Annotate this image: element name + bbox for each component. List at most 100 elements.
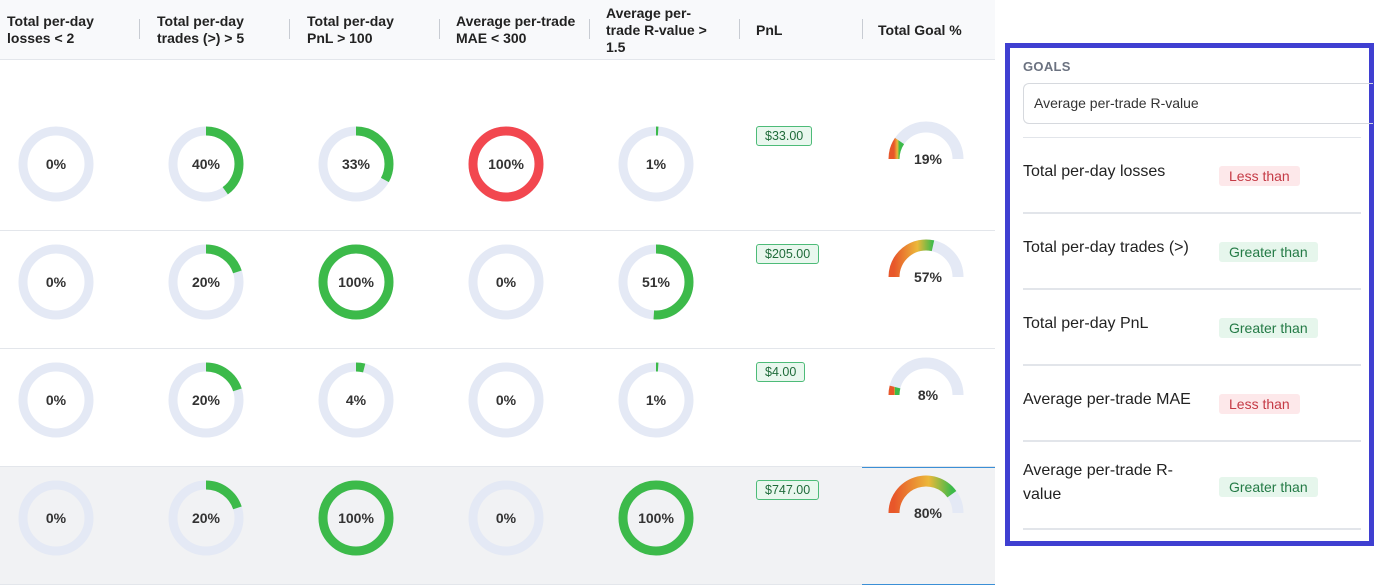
table-row[interactable]: 0% 20% 4% 0% 1% 8% $4.00 (0, 349, 995, 467)
donut-label: 40% (192, 156, 221, 172)
table-row[interactable]: 0% 20% 100% 0% 51% 57% $205.00 (0, 231, 995, 349)
table-row[interactable]: 0% 20% 100% 0% 100% 80% $747.00 (0, 467, 995, 585)
row-charts: 0% 20% 4% 0% 1% 8% (18, 357, 964, 438)
col-separator[interactable] (289, 19, 290, 39)
gauge-progress (888, 385, 901, 396)
goal-divider (1023, 528, 1361, 530)
goal-donut: 20% (168, 480, 244, 556)
donut-track (18, 480, 94, 556)
col-separator[interactable] (439, 19, 440, 39)
donut-progress (618, 480, 694, 556)
total-goal-gauge: 57% (888, 239, 964, 285)
pnl-badge: $33.00 (756, 126, 813, 146)
donut-track (468, 362, 544, 438)
goal-item-rvalue-operator[interactable]: Greater than (1219, 477, 1318, 497)
goal-donut: 20% (168, 362, 244, 438)
donut-track (18, 362, 94, 438)
goal-donut: 51% (618, 244, 694, 320)
total-goal-gauge: 19% (888, 121, 964, 167)
goal-donut: 1% (618, 362, 694, 438)
donut-progress (468, 126, 544, 202)
goal-item-rvalue-name: Average per-trade R-value (1023, 462, 1173, 503)
goal-donut: 20% (168, 244, 244, 320)
donut-label: 1% (646, 392, 667, 408)
goal-item-pnl-operator[interactable]: Greater than (1219, 318, 1318, 338)
col-total-goal-header[interactable]: Total Goal % (878, 21, 962, 38)
col-mae-header[interactable]: Average per-trade MAE < 300 (456, 13, 576, 46)
goal-donut: 100% (468, 126, 544, 202)
donut-label: 20% (192, 392, 221, 408)
gauge-label: 8% (918, 387, 939, 403)
col-rvalue-header[interactable]: Average per-trade R-value > 1.5 (606, 4, 707, 55)
col-trades-header[interactable]: Total per-day trades (>) > 5 (157, 13, 245, 46)
goal-donut: 100% (618, 480, 694, 556)
col-separator[interactable] (139, 19, 140, 39)
goal-divider (1023, 440, 1361, 442)
table-row[interactable]: 0% 40% 33% 100% 1% 19% $33.00 (0, 113, 995, 231)
donut-label: 0% (496, 510, 517, 526)
goals-table: Total per-day losses < 2 Total per-day t… (0, 0, 995, 585)
goal-item-mae-operator[interactable]: Less than (1219, 394, 1300, 414)
donut-progress (618, 126, 694, 202)
goal-item-mae-name: Average per-trade MAE (1023, 391, 1191, 408)
pnl-badge: $747.00 (756, 480, 820, 500)
donut-progress (318, 126, 394, 202)
gauge-label: 19% (914, 151, 943, 167)
col-pnl-header[interactable]: PnL (756, 21, 783, 38)
selection-border (862, 467, 995, 468)
goal-donut: 0% (468, 362, 544, 438)
goal-item-trades-operator[interactable]: Greater than (1219, 242, 1318, 262)
goal-divider (1023, 137, 1361, 138)
donut-progress (618, 244, 694, 320)
goal-item-trades-name: Total per-day trades (>) (1023, 239, 1189, 256)
goal-donut: 0% (18, 362, 94, 438)
donut-label: 20% (192, 510, 221, 526)
donut-progress (168, 244, 244, 320)
goal-donut: 40% (168, 126, 244, 202)
donut-progress (168, 126, 244, 202)
donut-label: 20% (192, 274, 221, 290)
donut-progress (318, 244, 394, 320)
total-goal-gauge: 8% (888, 357, 964, 403)
donut-progress (618, 362, 694, 438)
col-separator[interactable] (589, 19, 590, 39)
donut-track (18, 244, 94, 320)
goal-donut: 0% (468, 244, 544, 320)
row-charts: 0% 20% 100% 0% 51% 57% (18, 239, 964, 320)
goal-donut: 33% (318, 126, 394, 202)
goal-donut: 0% (18, 126, 94, 202)
gauge-progress (888, 475, 957, 514)
donut-label: 0% (46, 510, 67, 526)
donut-progress (168, 480, 244, 556)
donut-track (468, 480, 544, 556)
col-losses-header[interactable]: Total per-day losses < 2 (7, 13, 94, 46)
donut-label: 0% (46, 156, 67, 172)
donut-track (468, 244, 544, 320)
donut-label: 100% (338, 510, 374, 526)
goal-divider (1023, 364, 1361, 366)
goal-donut: 0% (18, 480, 94, 556)
goal-donut: 0% (468, 480, 544, 556)
goal-item-losses-operator[interactable]: Less than (1219, 166, 1300, 186)
table-header: Total per-day losses < 2 Total per-day t… (0, 0, 995, 60)
donut-label: 0% (496, 274, 517, 290)
gauge-progress (888, 137, 905, 160)
donut-progress (318, 480, 394, 556)
donut-label: 33% (342, 156, 371, 172)
col-separator[interactable] (739, 19, 740, 39)
goal-select[interactable]: Average per-trade R-value (1023, 83, 1373, 124)
gauge-label: 80% (914, 505, 943, 521)
donut-label: 1% (646, 156, 667, 172)
goal-divider (1023, 288, 1361, 290)
goal-item-pnl-name: Total per-day PnL (1023, 315, 1149, 332)
pnl-badge: $4.00 (756, 362, 806, 382)
goal-donut: 0% (18, 244, 94, 320)
donut-track (18, 126, 94, 202)
col-pnl-goal-header[interactable]: Total per-day PnL > 100 (307, 13, 394, 46)
donut-label: 100% (638, 510, 674, 526)
donut-label: 100% (338, 274, 374, 290)
col-separator[interactable] (862, 19, 863, 39)
row-charts: 0% 40% 33% 100% 1% 19% (18, 121, 964, 202)
donut-label: 4% (346, 392, 367, 408)
donut-label: 0% (46, 274, 67, 290)
